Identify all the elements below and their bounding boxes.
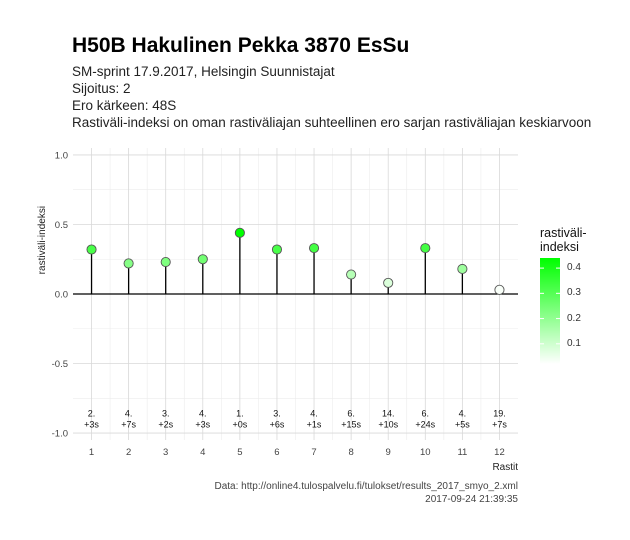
data-point bbox=[308, 243, 320, 254]
diff-label: +3s bbox=[84, 419, 99, 429]
data-point bbox=[271, 244, 283, 255]
data-point bbox=[123, 258, 134, 269]
x-tick-label: 11 bbox=[457, 447, 467, 458]
rank-label: 4. bbox=[199, 408, 207, 418]
data-point bbox=[346, 269, 357, 280]
legend-label: 0.2 bbox=[567, 312, 581, 324]
diff-label: +1s bbox=[307, 419, 322, 429]
legend-colorbar bbox=[540, 258, 560, 364]
diff-label: +24s bbox=[415, 419, 435, 429]
rank-label: 6. bbox=[347, 408, 355, 418]
x-tick-label: 1 bbox=[89, 447, 94, 458]
chart-caption-line: Data: http://online4.tulospalvelu.fi/tul… bbox=[214, 481, 518, 492]
chart-subtitle-line: SM-sprint 17.9.2017, Helsingin Suunnista… bbox=[72, 64, 335, 79]
x-tick-label: 4 bbox=[200, 447, 205, 458]
diff-label: +5s bbox=[455, 419, 470, 429]
chart-title: H50B Hakulinen Pekka 3870 EsSu bbox=[72, 34, 410, 57]
y-tick-label: 0.0 bbox=[55, 290, 68, 301]
legend-title-line: rastiväli- bbox=[540, 226, 587, 240]
diff-label: +6s bbox=[270, 419, 285, 429]
legend-title: rastiväli- indeksi bbox=[540, 226, 587, 254]
diff-label: +0s bbox=[232, 419, 247, 429]
rank-label: 4. bbox=[125, 408, 133, 418]
data-point bbox=[383, 277, 394, 288]
x-tick-label: 9 bbox=[386, 447, 391, 458]
rank-label: 14. bbox=[382, 408, 395, 418]
diff-label: +2s bbox=[158, 419, 173, 429]
rank-label: 4. bbox=[459, 408, 467, 418]
y-tick-label: -1.0 bbox=[52, 429, 68, 440]
data-point bbox=[494, 284, 505, 295]
legend-label: 0.3 bbox=[567, 287, 581, 299]
x-tick-label: 10 bbox=[420, 447, 431, 458]
y-tick-label: -0.5 bbox=[52, 359, 68, 370]
rank-label: 19. bbox=[493, 408, 506, 418]
rank-label: 1. bbox=[236, 408, 244, 418]
x-tick-label: 12 bbox=[494, 447, 505, 458]
data-point bbox=[420, 243, 431, 254]
data-point bbox=[457, 263, 468, 275]
legend-title-line: indeksi bbox=[540, 240, 579, 254]
y-tick-label: 1.0 bbox=[55, 150, 68, 161]
legend-label: 0.1 bbox=[567, 337, 581, 349]
rank-label: 3. bbox=[162, 408, 170, 418]
rank-label: 2. bbox=[88, 408, 96, 418]
diff-label: +7s bbox=[121, 419, 136, 429]
x-tick-label: 3 bbox=[163, 447, 168, 458]
legend-label: 0.4 bbox=[567, 262, 581, 274]
x-tick-label: 2 bbox=[126, 447, 131, 458]
x-tick-label: 6 bbox=[274, 447, 279, 458]
diff-label: +3s bbox=[195, 419, 210, 429]
chart-subtitle-line: Rastiväli-indeksi on oman rastiväliajan … bbox=[72, 115, 592, 130]
data-point bbox=[234, 227, 245, 238]
y-tick-label: 0.5 bbox=[55, 220, 68, 231]
rank-label: 3. bbox=[273, 408, 281, 418]
rank-label: 6. bbox=[422, 408, 430, 418]
x-tick-label: 8 bbox=[348, 447, 353, 458]
diff-label: +15s bbox=[341, 419, 361, 429]
x-tick-label: 5 bbox=[237, 447, 242, 458]
x-axis-label: Rastit bbox=[492, 462, 518, 473]
diff-label: +7s bbox=[492, 419, 507, 429]
data-point bbox=[86, 244, 97, 255]
chart-caption-line: 2017-09-24 21:39:35 bbox=[425, 494, 518, 505]
diff-label: +10s bbox=[378, 419, 398, 429]
chart-subtitle-line: Sijoitus: 2 bbox=[72, 81, 131, 96]
rank-label: 4. bbox=[310, 408, 318, 418]
data-point bbox=[160, 256, 171, 268]
chart-subtitle-line: Ero kärkeen: 48S bbox=[72, 98, 177, 113]
data-point bbox=[197, 254, 208, 265]
x-tick-label: 7 bbox=[311, 447, 316, 458]
y-axis-label: rastiväli-indeksi bbox=[37, 206, 48, 274]
